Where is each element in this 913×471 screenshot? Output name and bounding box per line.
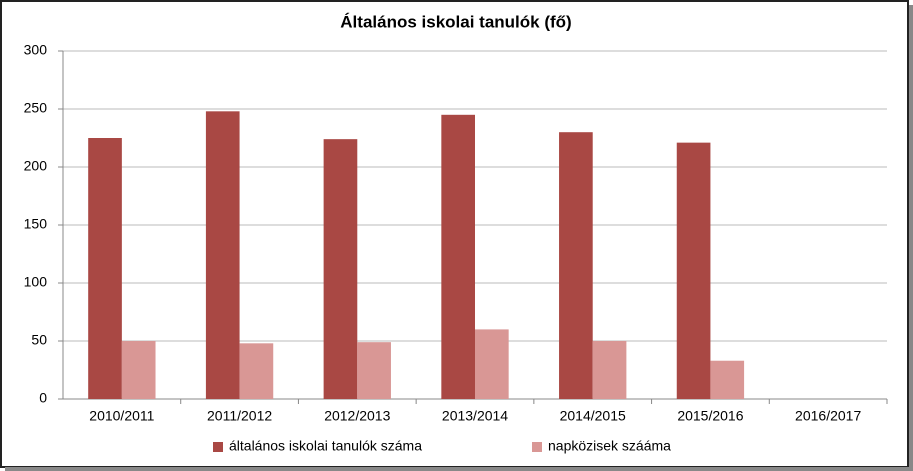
legend-swatch — [532, 442, 542, 452]
y-tick-label: 100 — [24, 274, 48, 290]
x-tick-label: 2012/2013 — [324, 408, 390, 424]
frame-shadow — [909, 5, 913, 471]
bar — [676, 142, 711, 399]
y-tick-label: 150 — [24, 216, 48, 232]
bar — [357, 342, 391, 399]
x-tick-label: 2014/2015 — [560, 408, 626, 424]
bar — [121, 341, 156, 399]
x-tick-label: 2013/2014 — [442, 408, 508, 424]
frame-shadow — [5, 467, 913, 471]
y-tick-label: 200 — [24, 158, 48, 174]
bar — [710, 360, 745, 399]
bar — [475, 329, 509, 399]
y-tick-label: 0 — [39, 390, 47, 406]
legend-label: általános iskolai tanulók száma — [229, 438, 422, 454]
x-tick-label: 2016/2017 — [795, 408, 861, 424]
y-tick-label: 250 — [24, 100, 48, 116]
legend-label: napközisek szááma — [548, 438, 671, 454]
y-tick-label: 50 — [31, 332, 47, 348]
chart-title: Általános iskolai tanulók (fő) — [340, 12, 571, 31]
bar — [559, 132, 593, 399]
bar — [441, 114, 475, 400]
x-tick-label: 2011/2012 — [207, 408, 272, 424]
bar — [88, 138, 122, 399]
bar — [239, 343, 274, 399]
bar — [323, 139, 358, 399]
bar — [205, 111, 240, 399]
y-tick-label: 300 — [24, 42, 48, 58]
bar — [592, 341, 627, 399]
legend-swatch — [213, 442, 223, 452]
x-tick-label: 2010/2011 — [89, 408, 154, 424]
x-tick-label: 2015/2016 — [677, 408, 743, 424]
